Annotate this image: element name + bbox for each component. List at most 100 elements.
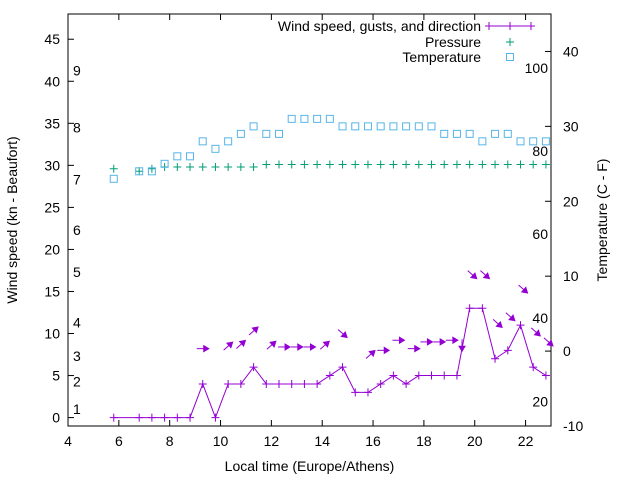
- pressure-point: [236, 163, 245, 172]
- wind-arrow: [392, 336, 406, 345]
- beaufort-label: 5: [73, 264, 81, 280]
- temperature-series: [109, 114, 550, 183]
- wind-point: [313, 379, 322, 388]
- wind-point: [376, 379, 385, 388]
- pressure-point: [529, 160, 538, 169]
- wind-arrow: [407, 344, 421, 353]
- wind-point: [529, 363, 538, 372]
- wind-point: [198, 379, 207, 388]
- wind-point: [287, 379, 296, 388]
- wind-arrow: [337, 329, 348, 339]
- wind-arrow: [196, 344, 210, 353]
- beaufort-label: 2: [73, 373, 81, 389]
- y-tick-label: 0: [52, 410, 60, 426]
- wind-arrow: [303, 343, 317, 351]
- temperature-point: [440, 129, 449, 138]
- temperature-point: [109, 174, 118, 183]
- wind-arrow: [290, 343, 304, 351]
- wind-point: [414, 371, 423, 380]
- temperature-point: [529, 137, 538, 146]
- wind-arrow: [445, 336, 459, 345]
- wind-arrow: [530, 327, 541, 337]
- x-tick-label: 10: [213, 433, 229, 449]
- wind-point: [325, 371, 334, 380]
- pressure-point: [249, 163, 258, 172]
- pressure-point: [402, 160, 411, 169]
- wind-point: [249, 363, 258, 372]
- pressure-point: [427, 160, 436, 169]
- legend-marker: [506, 22, 514, 30]
- temperature-point: [363, 122, 372, 131]
- wind-arrow: [248, 326, 259, 336]
- x-tick-label: 12: [264, 433, 280, 449]
- pressure-point: [325, 160, 334, 169]
- y-tick-label: 10: [44, 326, 60, 342]
- wind-point: [224, 379, 233, 388]
- wind-point: [186, 413, 195, 422]
- y2-tick-label: 0: [563, 343, 571, 359]
- wind-point: [516, 321, 525, 330]
- temperature-point: [313, 114, 322, 123]
- wind-arrow: [480, 270, 491, 280]
- wind-point: [440, 371, 449, 380]
- wind-point: [160, 413, 169, 422]
- pressure-series: [109, 160, 550, 176]
- temperature-point: [389, 122, 398, 131]
- wind-point: [351, 388, 360, 397]
- beaufort-label: 4: [73, 315, 81, 331]
- pressure-point: [211, 163, 220, 172]
- pressure-point: [440, 160, 449, 169]
- legend-label: Temperature: [402, 49, 481, 65]
- wind-point: [109, 413, 118, 422]
- wind-point: [427, 371, 436, 380]
- wind-point: [274, 379, 283, 388]
- pressure-point: [363, 160, 372, 169]
- y2-tick-label: 20: [563, 193, 579, 209]
- wind-series: [109, 304, 550, 422]
- pressure-point: [516, 160, 525, 169]
- x-tick-label: 20: [467, 433, 483, 449]
- wind-point: [300, 379, 309, 388]
- y2-tick-label: -10: [563, 418, 583, 434]
- legend-label: Wind speed, gusts, and direction: [278, 18, 481, 34]
- wind-direction-arrows: [196, 270, 554, 359]
- y-axis-label: Wind speed (kn - Beaufort): [4, 136, 20, 303]
- wind-point: [211, 413, 220, 422]
- fahrenheit-label: 40: [532, 310, 548, 326]
- beaufort-label: 7: [73, 172, 81, 188]
- temperature-point: [160, 159, 169, 168]
- wind-point: [491, 354, 500, 363]
- pressure-point: [224, 163, 233, 172]
- temperature-point: [325, 114, 334, 123]
- beaufort-label: 3: [73, 348, 81, 364]
- plot-frame: [67, 13, 552, 427]
- wind-point: [541, 371, 550, 380]
- legend-item: Wind speed, gusts, and direction: [278, 18, 535, 34]
- temperature-point: [414, 122, 423, 131]
- temperature-point: [491, 129, 500, 138]
- beaufort-label: 9: [73, 62, 81, 78]
- wind-arrow: [365, 349, 376, 359]
- wind-arrow: [236, 339, 247, 349]
- pressure-point: [491, 160, 500, 169]
- beaufort-label: 6: [73, 222, 81, 238]
- pressure-point: [465, 160, 474, 169]
- wind-point: [363, 388, 372, 397]
- pressure-point: [478, 160, 487, 169]
- wind-point: [452, 371, 461, 380]
- wind-point: [402, 379, 411, 388]
- pressure-point: [338, 160, 347, 169]
- temperature-point: [465, 129, 474, 138]
- wind-point: [173, 413, 182, 422]
- temperature-point: [427, 122, 436, 131]
- fahrenheit-label: 100: [525, 60, 549, 76]
- temperature-point: [147, 167, 156, 176]
- pressure-point: [274, 160, 283, 169]
- y2-tick-label: 40: [563, 43, 579, 59]
- wind-arrow: [266, 340, 277, 350]
- fahrenheit-label: 80: [532, 143, 548, 159]
- wind-arrow: [420, 338, 434, 346]
- pressure-point: [414, 160, 423, 169]
- x-tick-label: 22: [518, 433, 534, 449]
